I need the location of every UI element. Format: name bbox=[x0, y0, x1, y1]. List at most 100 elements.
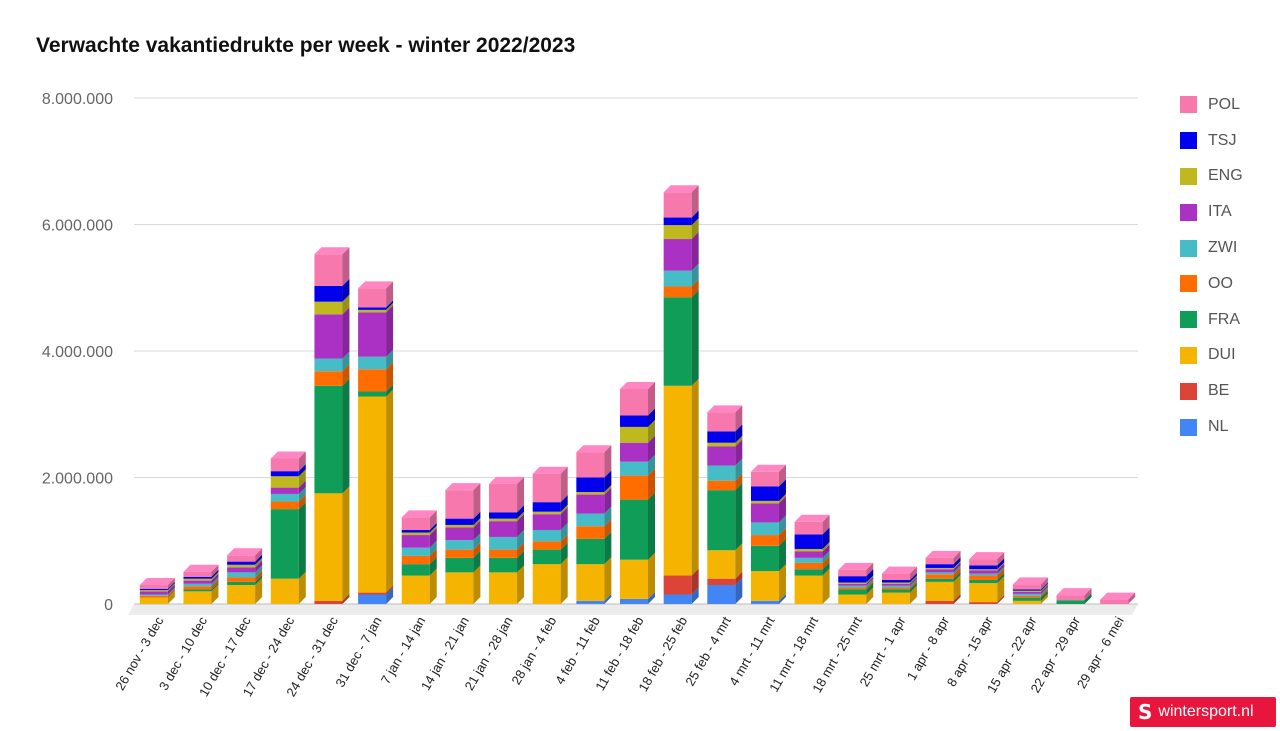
bar-segment-pol bbox=[358, 281, 394, 308]
bar-segment-dui bbox=[750, 564, 786, 601]
bar-segment-dui bbox=[1012, 593, 1048, 604]
bar-segment-dui bbox=[576, 557, 612, 601]
bar-top-face bbox=[314, 247, 350, 255]
bar-segment-pol bbox=[445, 483, 481, 519]
bar-segment-fra bbox=[838, 582, 874, 595]
bar-stack bbox=[707, 405, 743, 604]
y-tick-label: 6.000.000 bbox=[42, 218, 113, 235]
bar-segment-zwi bbox=[183, 576, 219, 587]
bar-segment-fra bbox=[227, 574, 263, 586]
legend-label: BE bbox=[1208, 382, 1230, 400]
bar-segment-ita bbox=[925, 562, 961, 573]
legend: POL TSJ ENG ITA ZWI OO FRA DUI BE NL bbox=[1180, 87, 1275, 445]
x-tick-label: 4 mrt - 11 mrt bbox=[726, 614, 778, 689]
bar-segment-dui bbox=[314, 486, 350, 601]
bar-segment-dui bbox=[445, 565, 481, 604]
bar-stack bbox=[838, 562, 874, 604]
bar-segment-fra bbox=[620, 492, 655, 560]
bar-segment-fra bbox=[881, 582, 917, 593]
legend-label: OO bbox=[1208, 274, 1233, 292]
bar-top-face bbox=[750, 464, 786, 472]
bar-segment-oo bbox=[969, 568, 1005, 580]
bar-segment-oo bbox=[401, 548, 437, 565]
bar-segment-ita bbox=[707, 439, 743, 466]
chart-floor bbox=[128, 603, 1138, 615]
bar-top-face bbox=[576, 445, 612, 453]
bar-stack bbox=[881, 566, 917, 604]
bar-segment-fra bbox=[750, 538, 786, 572]
bar-segment-dui bbox=[794, 568, 830, 604]
bar-top-face bbox=[707, 405, 743, 413]
bar-top-face bbox=[1012, 577, 1048, 585]
bar-top-face bbox=[663, 185, 699, 193]
bar-segment-eng bbox=[1012, 583, 1048, 592]
legend-swatch bbox=[1180, 346, 1197, 364]
bar-stack bbox=[620, 381, 655, 604]
x-tick-label: 25 feb - 4 mrt bbox=[682, 614, 734, 689]
bar-segment-dui bbox=[183, 584, 219, 604]
bar-segment-dui bbox=[881, 585, 917, 604]
bar-segment-pol bbox=[183, 564, 219, 577]
bar-segment-tsj bbox=[620, 408, 655, 427]
y-tick-label: 2.000.000 bbox=[42, 471, 113, 488]
bar-segment-dui bbox=[401, 568, 437, 604]
legend-item-tsj: TSJ bbox=[1180, 123, 1275, 159]
bar-segment-oo bbox=[794, 555, 830, 570]
legend-item-pol: POL bbox=[1180, 87, 1275, 123]
legend-label: ENG bbox=[1208, 167, 1243, 185]
x-tick-label: 31 dec - 7 jan bbox=[332, 614, 384, 690]
bar-segment-zwi bbox=[139, 587, 175, 596]
bar-segment-ita bbox=[969, 563, 1005, 574]
bar-segment-dui bbox=[620, 552, 655, 599]
bar-segment-be bbox=[969, 595, 1005, 604]
bar-segment-oo bbox=[358, 362, 394, 392]
bar-segment-tsj bbox=[1012, 582, 1048, 591]
bar-stack bbox=[227, 548, 263, 604]
bar-segment-oo bbox=[489, 542, 525, 558]
bar-segment-pol bbox=[1012, 577, 1048, 590]
bar-segment-ita bbox=[445, 520, 481, 541]
bar-segment-eng bbox=[663, 218, 699, 240]
legend-swatch bbox=[1180, 203, 1197, 221]
bar-segment-tsj bbox=[183, 569, 219, 579]
bar-segment-pol bbox=[838, 562, 874, 577]
bar-segment-oo bbox=[314, 364, 350, 386]
bar-segment-oo bbox=[663, 279, 699, 298]
bar-segment-oo bbox=[707, 473, 743, 491]
bar-segment-ita bbox=[270, 480, 306, 494]
bar-segment-fra bbox=[576, 531, 612, 565]
bar-segment-pol bbox=[401, 510, 437, 530]
bar-segment-dui bbox=[663, 378, 699, 576]
bar-top-face bbox=[358, 281, 394, 289]
bar-stack bbox=[270, 451, 306, 604]
bar-top-face bbox=[1100, 592, 1136, 600]
bar-segment-pol bbox=[707, 405, 743, 432]
bar-segment-dui bbox=[139, 590, 175, 604]
bar-segment-eng bbox=[358, 302, 394, 313]
bar-segment-zwi bbox=[489, 529, 525, 550]
bar-segment-tsj bbox=[969, 558, 1005, 570]
bar-stack bbox=[1056, 588, 1092, 604]
bar-segment-oo bbox=[576, 519, 612, 539]
bar-segment-oo bbox=[881, 580, 917, 590]
x-tick-label: 1 apr - 8 apr bbox=[904, 613, 953, 682]
bar-top-face bbox=[925, 550, 961, 558]
bar-top-face bbox=[270, 451, 306, 459]
bar-segment-eng bbox=[969, 562, 1005, 571]
bar-segment-pol bbox=[1100, 592, 1136, 604]
bar-segment-eng bbox=[794, 541, 830, 552]
bar-segment-eng bbox=[227, 557, 263, 568]
bar-segment-fra bbox=[1056, 593, 1092, 604]
bar-segment-oo bbox=[183, 579, 219, 590]
bar-segment-fra bbox=[401, 557, 437, 576]
legend-label: DUI bbox=[1208, 346, 1236, 364]
bar-segment-zwi bbox=[358, 349, 394, 370]
bar-segment-be bbox=[925, 593, 961, 604]
legend-swatch bbox=[1180, 167, 1197, 185]
bar-segment-ita bbox=[314, 307, 350, 359]
bar-segment-tsj bbox=[489, 505, 525, 519]
bar-segment-be bbox=[314, 593, 350, 604]
bar-top-face bbox=[445, 483, 481, 491]
bar-segment-ita bbox=[576, 487, 612, 514]
bar-top-face bbox=[620, 381, 655, 389]
